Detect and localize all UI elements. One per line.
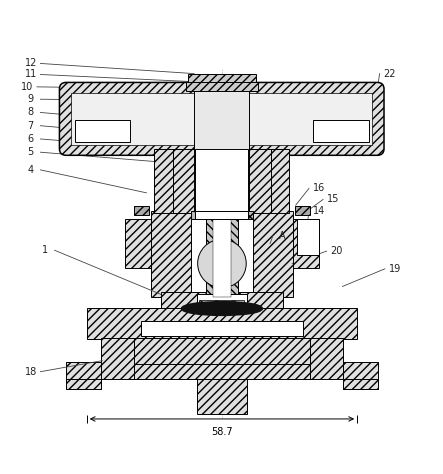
Text: 58.7: 58.7 xyxy=(211,427,232,437)
Text: 6: 6 xyxy=(27,134,34,144)
Bar xyxy=(134,308,310,319)
Text: 16: 16 xyxy=(312,183,325,193)
Text: 4: 4 xyxy=(27,165,34,175)
Bar xyxy=(186,82,258,91)
Text: 19: 19 xyxy=(389,264,401,274)
Text: 5: 5 xyxy=(27,147,34,157)
Bar xyxy=(87,308,357,338)
Bar xyxy=(197,294,247,308)
Text: 1: 1 xyxy=(42,245,48,255)
Bar xyxy=(190,210,253,219)
Bar xyxy=(249,149,289,213)
Bar xyxy=(173,149,271,213)
Bar xyxy=(195,149,249,213)
Circle shape xyxy=(198,239,246,288)
Text: 18: 18 xyxy=(25,367,37,377)
Text: 8: 8 xyxy=(27,108,34,118)
Text: 10: 10 xyxy=(21,82,33,92)
Text: 12: 12 xyxy=(24,58,37,68)
Bar xyxy=(195,210,248,219)
Ellipse shape xyxy=(182,302,262,315)
Bar xyxy=(213,213,231,297)
Bar xyxy=(141,321,303,337)
FancyBboxPatch shape xyxy=(59,82,384,155)
Text: 14: 14 xyxy=(312,206,325,217)
Bar xyxy=(293,219,319,268)
Bar xyxy=(125,219,151,268)
Text: 20: 20 xyxy=(330,246,342,256)
Bar xyxy=(101,337,342,379)
Bar xyxy=(160,292,284,308)
Bar xyxy=(297,219,319,255)
Bar xyxy=(206,213,238,297)
Bar xyxy=(194,89,249,210)
Bar xyxy=(342,363,378,379)
Text: 15: 15 xyxy=(326,194,339,204)
Text: 11: 11 xyxy=(25,70,37,80)
Text: 22: 22 xyxy=(383,69,396,79)
Text: 9: 9 xyxy=(27,94,34,104)
Text: 17: 17 xyxy=(357,130,369,140)
Bar xyxy=(190,219,253,297)
Bar xyxy=(71,92,372,145)
Bar xyxy=(197,379,247,414)
Bar xyxy=(188,73,256,82)
Bar xyxy=(154,149,194,213)
Bar xyxy=(66,363,101,379)
Text: A: A xyxy=(279,231,286,241)
Bar xyxy=(342,379,378,389)
Bar xyxy=(313,120,369,142)
Bar xyxy=(75,120,130,142)
Bar xyxy=(295,206,310,215)
Text: 7: 7 xyxy=(27,121,34,131)
Bar xyxy=(199,300,245,308)
Bar xyxy=(134,206,149,215)
Bar xyxy=(66,379,101,389)
Bar xyxy=(151,210,293,297)
Bar xyxy=(134,337,310,364)
